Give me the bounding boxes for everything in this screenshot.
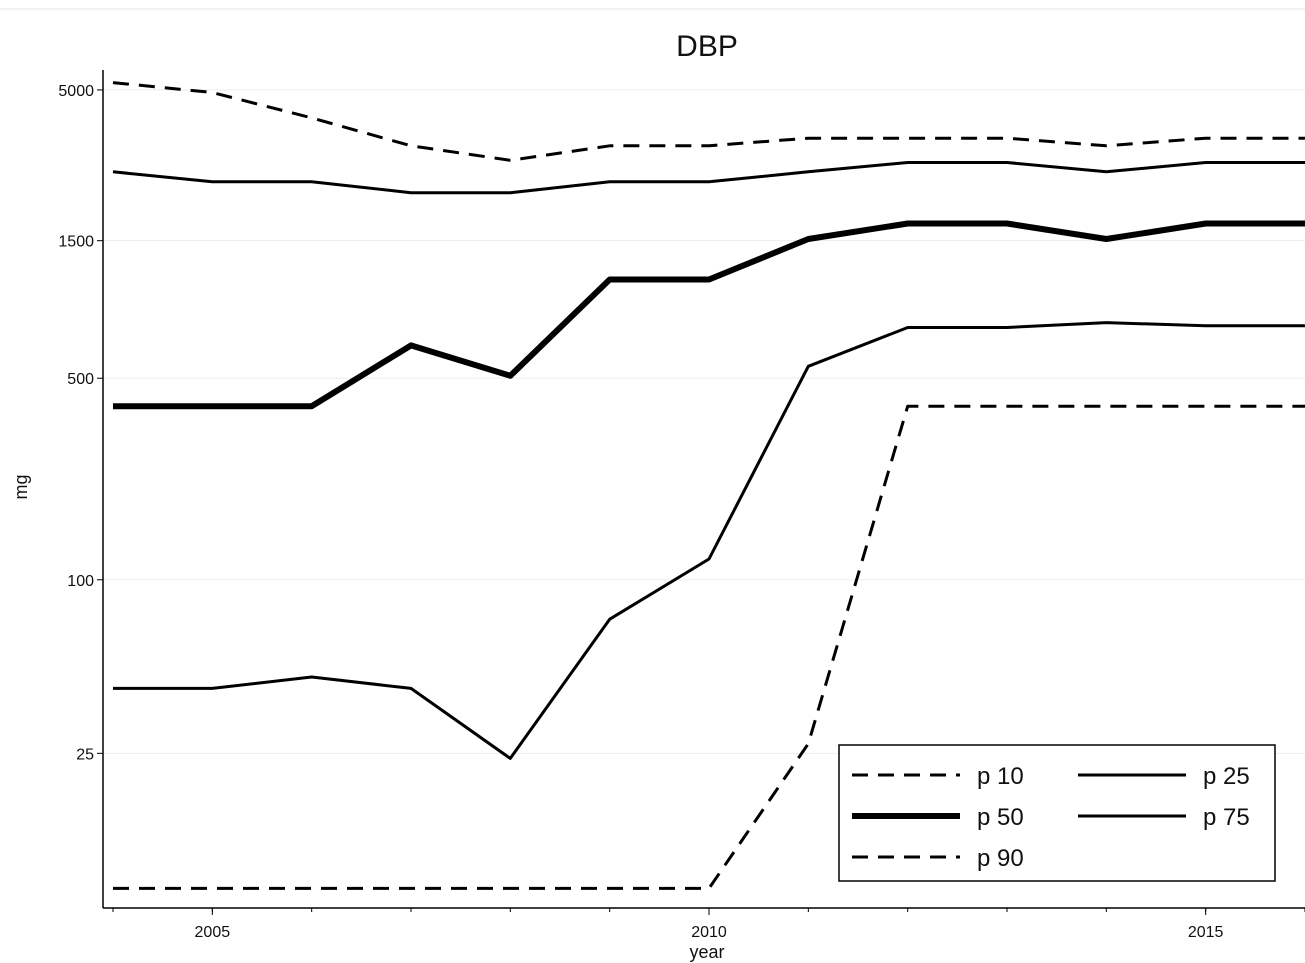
series-line-p-25 [113,321,1305,760]
y-tick-label: 25 [76,746,94,763]
y-tick-label: 500 [67,371,94,388]
y-tick-label: 100 [67,573,94,590]
legend-label-p-50: p 50 [977,804,1024,831]
series-line-p-75 [112,161,1305,195]
x-tick-label: 2010 [691,924,727,941]
grid-layer [103,89,1305,754]
x-tick-label: 2015 [1188,924,1224,941]
legend-label-p-75: p 75 [1203,804,1250,831]
legend-label-p-25: p 25 [1203,763,1250,790]
legend: p 10 p 25 p 50 p 75 p 90 [838,744,1276,882]
series-layer [112,81,1305,890]
y-tick-label: 1500 [58,234,94,251]
x-axis-label: year [689,942,724,962]
y-axis-label: mg [11,474,31,499]
x-tick-label: 2005 [195,924,231,941]
y-tick-label: 5000 [58,83,94,100]
series-line-p-90 [112,81,1305,162]
legend-label-p-10: p 10 [977,763,1024,790]
chart-title: DBP [676,30,738,63]
series-line-p-50 [113,220,1305,410]
axis-layer: 25 100 500 1500 5000 2005 2010 2015 [58,70,1305,941]
legend-label-p-90: p 90 [977,845,1024,872]
